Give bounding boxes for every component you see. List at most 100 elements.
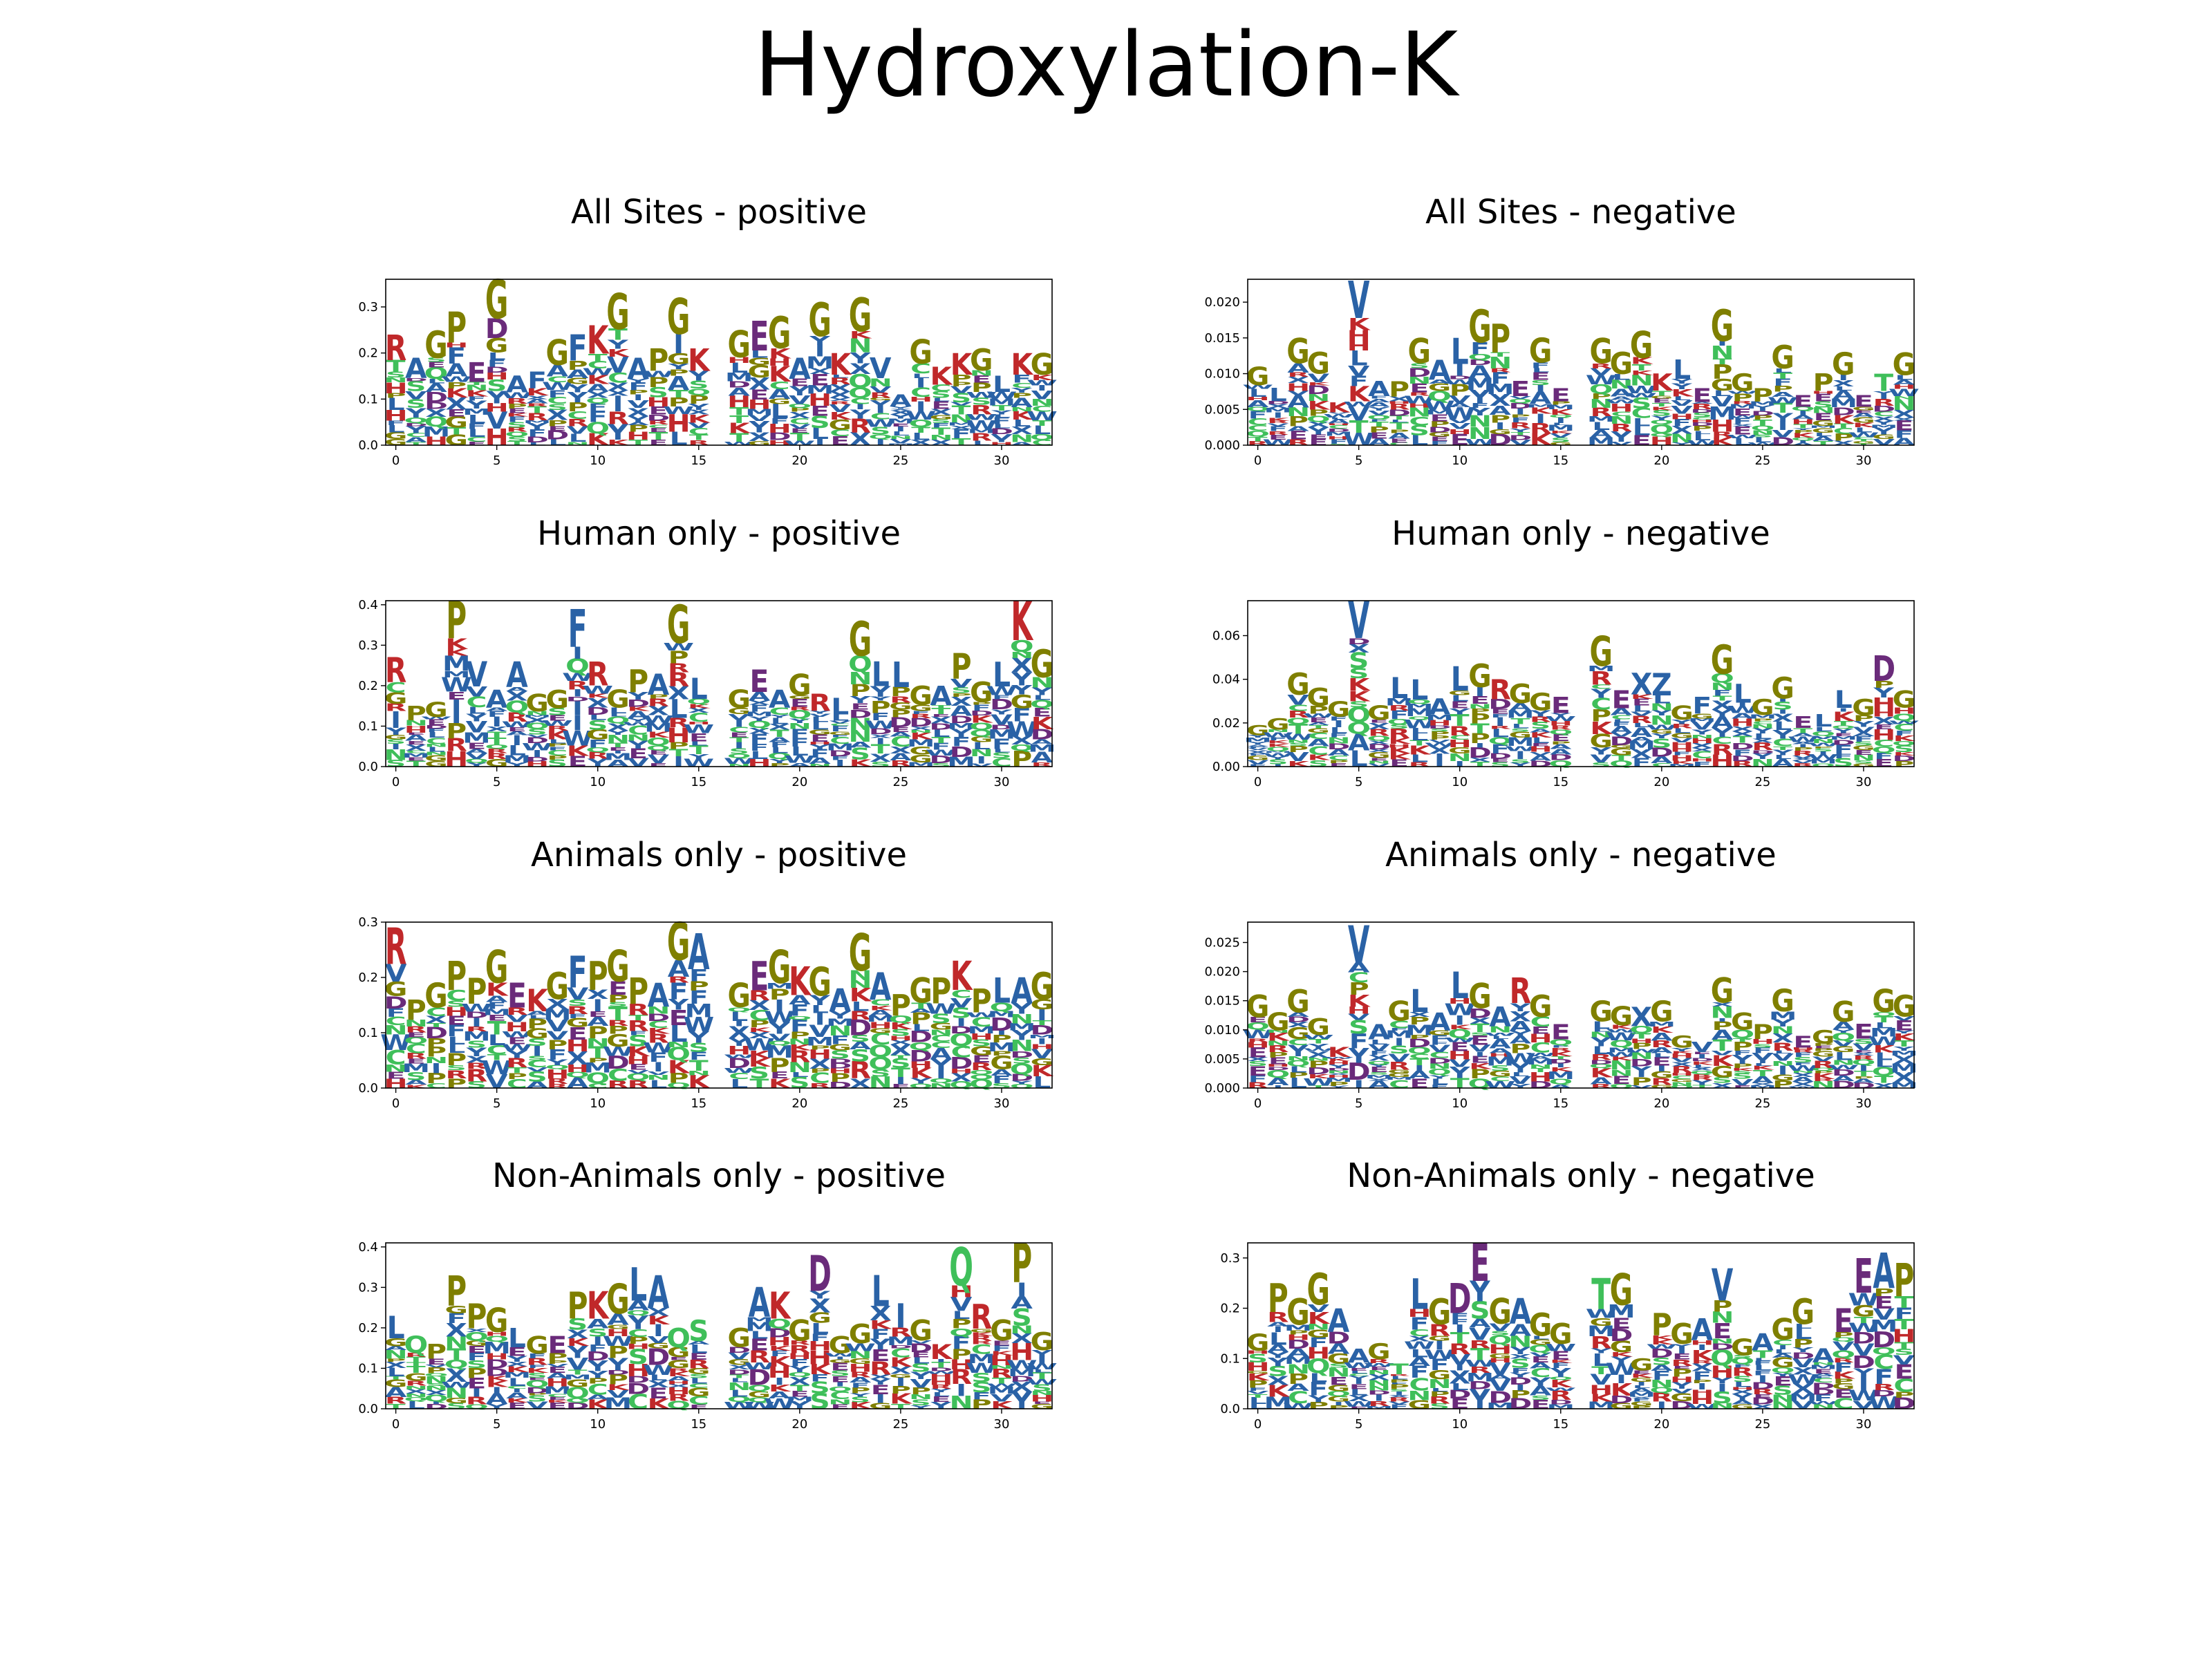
logo-letter: Q xyxy=(686,387,711,397)
logo-letter: P xyxy=(1430,420,1450,429)
logo-letter: E xyxy=(427,361,446,370)
logo-letter: P xyxy=(1389,377,1409,402)
logo-letter: V xyxy=(991,433,1013,442)
logo-letter: E xyxy=(1531,371,1550,383)
logo-letter: G xyxy=(1286,667,1310,702)
logo-letter: X xyxy=(688,409,710,416)
logo-letter: I xyxy=(1535,384,1546,394)
logo-letter: L xyxy=(1835,686,1853,713)
logo-letter: G xyxy=(849,290,872,343)
logo-letter: H xyxy=(1387,401,1411,405)
x-tick-label: 20 xyxy=(791,1417,807,1432)
logo-letter: W xyxy=(1626,384,1657,396)
logo-letter: D xyxy=(1327,428,1351,433)
logo-letter: D xyxy=(1872,404,1895,413)
logo-letter: G xyxy=(970,343,993,378)
logo-letter: S xyxy=(1550,436,1571,444)
logo-letter: A xyxy=(769,686,791,714)
logo-letter: H xyxy=(1327,423,1350,426)
logo-letter: G xyxy=(1893,988,1915,1023)
logo-letter: C xyxy=(1248,417,1268,427)
panel-title: Human only - positive xyxy=(537,514,901,553)
logo-letter: W xyxy=(1444,378,1475,386)
logo-letter: Q xyxy=(424,414,449,430)
logo-letter: C xyxy=(910,386,931,400)
logo-letter: H xyxy=(808,391,832,410)
logo-letter: D xyxy=(1468,359,1492,367)
logo-letter: H xyxy=(485,401,509,415)
logo-letter: K xyxy=(1671,388,1694,400)
logo-letter: D xyxy=(1448,375,1472,380)
logo-letter: E xyxy=(810,371,830,389)
logo-letter: A xyxy=(627,422,649,427)
logo-letter: A xyxy=(506,372,528,398)
logo-letter: G xyxy=(424,698,447,722)
logo-letter: L xyxy=(1451,331,1469,373)
logo-letter: H xyxy=(727,393,751,411)
logo-letter: I xyxy=(391,709,401,724)
logo-letter: H xyxy=(1892,384,1915,391)
logo-letter: W xyxy=(966,391,997,400)
logo-letter: N xyxy=(1407,375,1431,386)
logo-letter: H xyxy=(909,395,932,403)
logo-letter: A xyxy=(789,352,811,386)
logo-letter: P xyxy=(467,1297,487,1337)
logo-letter: S xyxy=(507,435,527,442)
logo-letter: H xyxy=(727,355,751,365)
logo-letter: X xyxy=(749,431,770,444)
logo-letter: T xyxy=(1753,418,1773,427)
logo-letter: G xyxy=(869,397,892,402)
logo-letter: W xyxy=(1848,431,1879,438)
logo-letter: Q xyxy=(1468,353,1492,362)
logo-letter: H xyxy=(747,397,771,412)
logo-letter: X xyxy=(749,375,771,394)
logo-letter: I xyxy=(1495,421,1506,431)
logo-letter: F xyxy=(931,422,950,429)
logo-letter: T xyxy=(1389,1360,1409,1378)
logo-letter: K xyxy=(506,412,529,418)
logo-letter: G xyxy=(768,307,791,359)
logo-letter: M xyxy=(967,428,995,434)
logo-letter: G xyxy=(930,414,953,420)
logo-letter: G xyxy=(1711,301,1734,351)
logo-letter: Q xyxy=(868,433,892,440)
y-tick-label: 0.3 xyxy=(358,915,378,930)
logo-letter: K xyxy=(587,373,610,387)
logo-letter: E xyxy=(1854,409,1873,413)
logo-letter: P xyxy=(426,1340,447,1364)
logo-letter: A xyxy=(1328,418,1350,425)
logo-letter: K xyxy=(950,347,973,382)
logo-letter: A xyxy=(1873,1244,1895,1300)
logo-letter: X xyxy=(950,424,972,431)
logo-letter: V xyxy=(890,438,912,445)
logo-letter: L xyxy=(750,349,768,361)
logo-letter: X xyxy=(1267,403,1289,409)
y-tick-label: 0.3 xyxy=(358,300,378,315)
logo-letter: P xyxy=(568,1285,588,1328)
logo-letter: K xyxy=(769,362,792,387)
logo-letter: N xyxy=(1468,424,1492,442)
logo-letter: G xyxy=(909,333,932,372)
logo-letter: A xyxy=(1449,402,1471,409)
logo-letter: W xyxy=(1404,394,1435,406)
logo-letter: D xyxy=(525,435,549,444)
logo-letter: M xyxy=(1486,381,1515,397)
logo-letter: C xyxy=(1248,424,1268,433)
logo-letter: S xyxy=(507,420,527,429)
logo-letter: M xyxy=(1526,403,1555,409)
logo-letter: K xyxy=(1348,383,1371,407)
logo-letter: P xyxy=(789,406,810,413)
logo-letter: C xyxy=(386,679,406,696)
logo-letter: F xyxy=(547,388,567,400)
logo-letter: H xyxy=(1448,428,1472,435)
logo-letter: Q xyxy=(788,403,812,409)
logo-letter: P xyxy=(1893,1254,1914,1307)
logo-letter: Q xyxy=(666,1323,691,1354)
logo-letter: P xyxy=(1550,400,1571,406)
logo-letter: Q xyxy=(585,397,610,406)
logo-letter: N xyxy=(1892,397,1915,414)
logo-letter: K xyxy=(1307,382,1331,386)
y-tick-label: 0.2 xyxy=(358,1321,378,1335)
logo-letter: L xyxy=(488,351,506,363)
logo-letter: E xyxy=(891,422,910,428)
